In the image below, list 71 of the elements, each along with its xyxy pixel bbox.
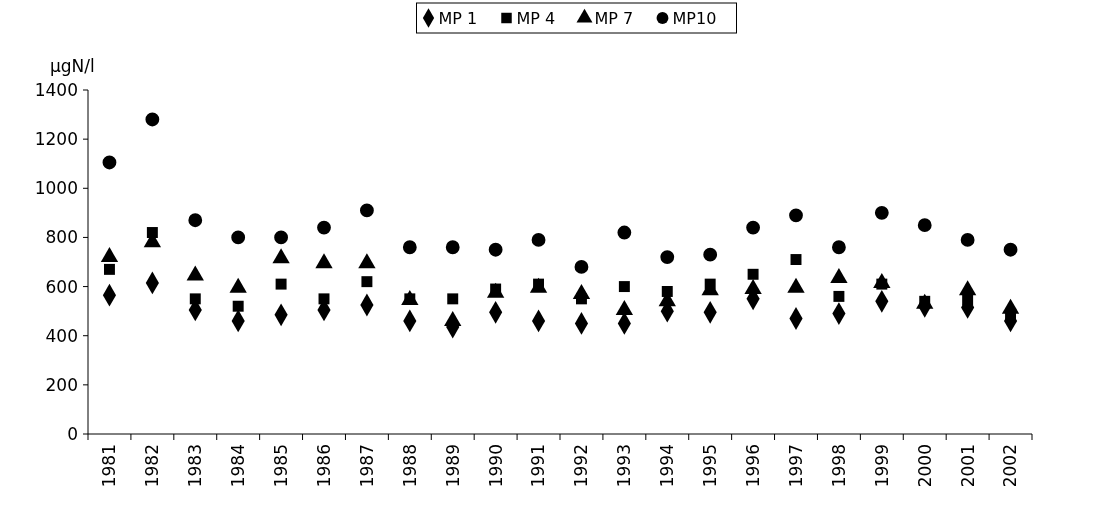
point — [747, 268, 759, 280]
point — [145, 112, 160, 127]
point — [703, 247, 718, 262]
point — [402, 240, 417, 255]
point — [832, 240, 846, 255]
point — [361, 276, 373, 288]
point — [789, 208, 803, 223]
x-tick-label: 1984 — [228, 444, 249, 488]
point — [445, 240, 460, 255]
x-tick-label: 1997 — [785, 444, 806, 488]
x-tick-label: 1981 — [99, 444, 120, 488]
point — [317, 220, 331, 235]
legend-label: MP10 — [672, 8, 717, 28]
y-tick-label: 1200 — [34, 129, 78, 150]
x-tick-label: 1992 — [571, 444, 592, 488]
y-tick-label: 0 — [67, 423, 78, 444]
x-tick-label: 1986 — [313, 444, 334, 488]
point — [102, 155, 117, 170]
y-tick-label: 600 — [45, 276, 78, 297]
x-tick-label: 1998 — [828, 444, 849, 488]
x-tick-label: 1983 — [185, 444, 206, 488]
point — [275, 278, 287, 290]
legend-label: MP 1 — [438, 8, 478, 28]
x-tick-label: 1996 — [743, 444, 764, 488]
point — [360, 203, 374, 218]
point — [188, 213, 203, 228]
point — [232, 300, 244, 312]
point — [274, 230, 288, 245]
y-tick-label: 400 — [45, 325, 78, 346]
point — [189, 293, 201, 305]
x-tick-label: 1994 — [657, 444, 678, 488]
legend-label: MP 7 — [594, 8, 634, 28]
x-tick-label: 1991 — [528, 444, 549, 488]
point — [231, 230, 246, 245]
x-tick-label: 2000 — [914, 444, 935, 488]
point — [103, 263, 115, 275]
y-tick-label: 1400 — [34, 79, 78, 100]
point — [100, 247, 119, 263]
point — [744, 279, 762, 295]
x-tick-label: 2001 — [957, 444, 978, 488]
x-tick-label: 1988 — [399, 444, 420, 488]
point — [874, 205, 889, 220]
point — [488, 242, 503, 257]
y-axis-title: μgN/l — [50, 56, 95, 76]
point — [833, 290, 845, 302]
x-tick-label: 1995 — [700, 444, 721, 488]
point — [660, 250, 675, 264]
point — [960, 232, 975, 247]
point — [962, 294, 974, 306]
x-tick-label: 1993 — [614, 444, 635, 488]
point — [917, 218, 932, 233]
legend-label: MP 4 — [516, 8, 556, 28]
point — [531, 232, 546, 247]
point — [790, 254, 802, 266]
x-tick-label: 1985 — [271, 444, 292, 488]
x-tick-label: 1982 — [142, 444, 163, 488]
point — [1003, 242, 1018, 257]
point — [617, 225, 632, 240]
x-tick-label: 1999 — [871, 444, 892, 488]
point — [447, 293, 459, 305]
x-tick-label: 1990 — [485, 444, 506, 488]
x-tick-label: 1989 — [442, 444, 463, 488]
point — [318, 293, 330, 305]
x-tick-label: 2002 — [1000, 444, 1021, 488]
point — [574, 260, 589, 274]
point — [618, 281, 630, 293]
point — [746, 220, 760, 235]
y-tick-label: 200 — [45, 374, 78, 395]
x-tick-label: 1987 — [356, 444, 377, 488]
y-tick-label: 1000 — [34, 178, 78, 199]
y-tick-label: 800 — [45, 227, 78, 248]
